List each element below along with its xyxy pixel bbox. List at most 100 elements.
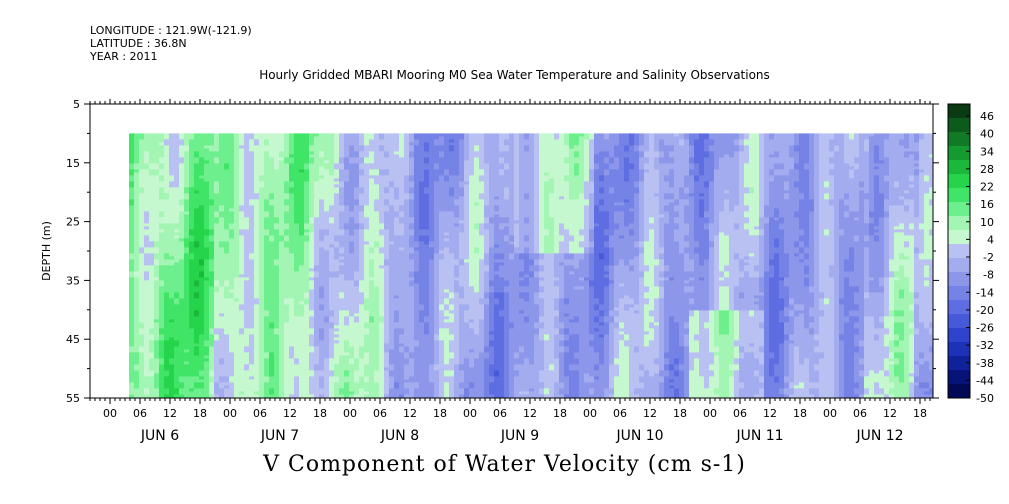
heatmap-cell [134,322,140,326]
heatmap-cell [274,160,280,164]
heatmap-cell [259,217,265,221]
heatmap-cell [134,289,140,293]
heatmap-cell [239,208,245,212]
heatmap-cell [209,385,215,389]
heatmap-cell [139,346,145,350]
heatmap-cell [179,175,185,179]
heatmap-cell [194,139,200,143]
heatmap-cell [224,268,230,272]
heatmap-cell [184,253,190,257]
heatmap-cell [174,283,180,287]
heatmap-cell [189,289,195,293]
heatmap-cell [244,136,250,140]
heatmap-cell [149,250,155,254]
heatmap-cell [249,154,255,158]
heatmap-cell [194,181,200,185]
heatmap-cell [129,145,135,149]
heatmap-cell [179,142,185,146]
heatmap-cell [219,238,225,242]
heatmap-cell [134,211,140,215]
heatmap-cell [229,367,235,371]
heatmap-cell [169,211,175,215]
heatmap-cell [219,373,225,377]
heatmap-cell [229,271,235,275]
heatmap-cell [174,220,180,224]
heatmap-cell [164,232,170,236]
heatmap-cell [194,277,200,281]
heatmap-cell [239,337,245,341]
heatmap-cell [249,148,255,152]
heatmap-cell [224,382,230,386]
heatmap-cell [249,343,255,347]
heatmap-cell [149,286,155,290]
heatmap-cell [174,343,180,347]
heatmap-cell [159,286,165,290]
heatmap-cell [159,376,165,380]
heatmap-cell [209,352,215,356]
heatmap-cell [189,175,195,179]
heatmap-cell [209,322,215,326]
heatmap-cell [144,235,150,239]
heatmap-cell [254,262,260,266]
heatmap-cell [129,334,135,338]
heatmap-cell [214,292,220,296]
heatmap-cell [154,295,160,299]
heatmap-cell [254,250,260,254]
heatmap-cell [244,376,250,380]
heatmap-cell [144,379,150,383]
heatmap-cell [139,325,145,329]
heatmap-cell [209,235,215,239]
heatmap-cell [214,295,220,299]
heatmap-cell [204,265,210,269]
heatmap-cell [169,292,175,296]
heatmap-cell [139,349,145,353]
heatmap-cell [194,328,200,332]
heatmap-cell [179,289,185,293]
heatmap-cell [184,142,190,146]
heatmap-cell [269,139,275,143]
heatmap-cell [239,340,245,344]
heatmap-cell [244,247,250,251]
heatmap-cell [234,286,240,290]
heatmap-cell [244,133,250,137]
heatmap-cell [164,325,170,329]
heatmap-cell [239,133,245,137]
heatmap-cell [224,220,230,224]
heatmap-cell [229,187,235,191]
heatmap-cell [224,262,230,266]
heatmap-cell [229,235,235,239]
heatmap-cell [259,190,265,194]
heatmap-cell [194,388,200,392]
heatmap-cell [164,190,170,194]
heatmap-cell [269,262,275,266]
heatmap-cell [234,385,240,389]
heatmap-cell [174,226,180,230]
heatmap-cell [269,253,275,257]
heatmap-cell [134,160,140,164]
heatmap-cell [234,196,240,200]
heatmap-cell [269,229,275,233]
heatmap-cell [174,259,180,263]
heatmap-cell [164,199,170,203]
heatmap-cell [239,214,245,218]
heatmap-cell [209,334,215,338]
heatmap-cell [159,298,165,302]
heatmap-cell [269,244,275,248]
heatmap-cell [234,319,240,323]
heatmap-cell [229,361,235,365]
heatmap-cell [164,307,170,311]
heatmap-cell [139,184,145,188]
heatmap-cell [199,142,205,146]
heatmap-cell [164,229,170,233]
heatmap-cell [224,292,230,296]
heatmap-cell [179,172,185,176]
heatmap-cell [259,235,265,239]
heatmap-cell [144,229,150,233]
heatmap-cell [149,349,155,353]
heatmap-cell [249,187,255,191]
heatmap-cell [194,136,200,140]
heatmap-cell [174,328,180,332]
heatmap-cell [229,280,235,284]
heatmap-cell [269,280,275,284]
heatmap-cell [194,253,200,257]
